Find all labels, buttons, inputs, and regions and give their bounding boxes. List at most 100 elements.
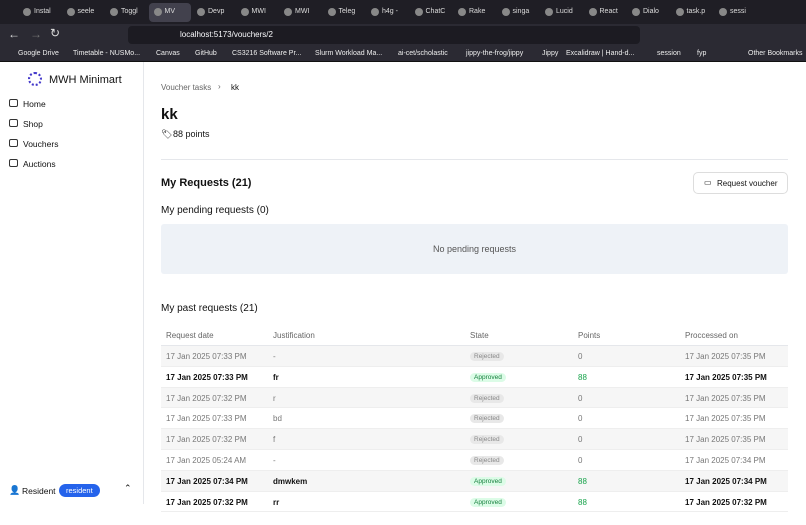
reload[interactable]: ↻ [50, 26, 61, 40]
table-cell: 0 [578, 393, 583, 403]
tab[interactable]: Devp [192, 3, 234, 22]
table-cell: f [273, 435, 276, 445]
pending-box: No pending requests [161, 224, 788, 274]
user-menu[interactable]: ⌃ [124, 483, 132, 493]
table-cell: 88 [578, 476, 587, 486]
bookmark[interactable]: ai-cet/scholastic [398, 50, 448, 57]
state-badge: Rejected [470, 435, 504, 445]
bookmark[interactable]: Jippy [542, 50, 559, 57]
table-cell: 88 [578, 497, 587, 507]
page: Instal seele Toggl MV Devp MWI MWI Teleg h4g - Ch… [0, 0, 806, 513]
state-badge: Rejected [470, 414, 504, 424]
tab[interactable]: Instal [18, 3, 60, 22]
table-cell: 17 Jan 2025 07:32 PM [685, 497, 767, 507]
url-field[interactable]: localhost:5173/vouchers/2 [128, 26, 640, 44]
tab-icon [675, 8, 684, 16]
tab[interactable]: h4g - [366, 3, 408, 22]
table-cell: 17 Jan 2025 07:34 PM [685, 476, 767, 486]
tab-icon [632, 8, 640, 16]
nav-item[interactable]: Vouchers [23, 139, 59, 149]
divider [161, 159, 788, 160]
url: localhost:5173/vouchers/2 [180, 30, 273, 39]
tab-icon [371, 8, 379, 16]
tab[interactable]: Teleg [323, 3, 365, 22]
table-cell: 17 Jan 2025 07:34 PM [166, 476, 248, 486]
table-cell: rr [273, 497, 280, 507]
pending-heading: My pending requests (0) [161, 205, 269, 216]
sidebar: MWH Minimart Home Shop Vouchers Auctions 👤 … [0, 62, 144, 504]
table-cell: 17 Jan 2025 07:35 PM [685, 393, 766, 403]
state-badge: Approved [470, 372, 506, 382]
tab[interactable]: React [584, 3, 626, 22]
back[interactable]: ← [8, 27, 20, 41]
table-cell: 17 Jan 2025 07:35 PM [685, 372, 767, 382]
tab-icon [719, 8, 727, 16]
table-cell: 17 Jan 2025 07:34 PM [685, 456, 766, 465]
button-icon: ▭ [704, 178, 712, 187]
bookmark[interactable]: session [657, 50, 681, 57]
bookmark[interactable]: Excalidraw | Hand-d... [566, 50, 635, 57]
tab[interactable]: MV [148, 3, 191, 22]
other-bookmarks[interactable]: Other Bookmarks [748, 50, 803, 57]
forward[interactable]: → [30, 27, 42, 41]
table-cell: 17 Jan 2025 07:32 PM [166, 435, 247, 445]
tab[interactable]: ChatC [410, 3, 452, 22]
tab[interactable]: seele [62, 3, 104, 22]
tab[interactable]: task.p [671, 3, 713, 22]
table-cell: r [273, 393, 276, 403]
logo [28, 72, 42, 86]
tab[interactable]: Toggl [105, 3, 147, 22]
bookmark[interactable]: CS3216 Software Pr... [232, 50, 302, 57]
bookmark[interactable]: Timetable - NUSMo... [73, 50, 141, 57]
nav-item[interactable]: Home [23, 99, 46, 109]
tab[interactable]: Dialo [627, 3, 669, 22]
column-header: Points [578, 331, 601, 340]
bookmark[interactable]: fyp [697, 50, 707, 57]
tab[interactable]: MWI [236, 3, 278, 22]
state-badge: Rejected [470, 393, 504, 403]
tab-icon [327, 8, 336, 16]
tab[interactable]: sessi [714, 3, 756, 22]
table-cell: 17 Jan 2025 07:33 PM [166, 352, 247, 361]
table-cell: 17 Jan 2025 05:24 AM [166, 456, 247, 465]
nav-icon [9, 99, 18, 107]
state-badge: Approved [470, 497, 506, 507]
past-table: Request date Justification State Points Proc… [161, 325, 788, 525]
table-cell: 17 Jan 2025 07:35 PM [685, 414, 766, 424]
tab-icon [240, 8, 249, 16]
tab[interactable]: Rake [453, 3, 495, 22]
bookmark[interactable]: Slurm Workload Ma... [315, 50, 383, 57]
tab-bar: Instal seele Toggl MV Devp MWI MWI Teleg h4g - Ch… [0, 0, 806, 24]
bookmark[interactable]: Canvas [156, 50, 180, 57]
nav-item[interactable]: Shop [23, 119, 43, 129]
breadcrumb-sep: › [218, 82, 221, 91]
tab-icon [458, 8, 466, 16]
breadcrumb-link[interactable]: Voucher tasks [161, 83, 212, 92]
table-cell: bd [273, 414, 282, 424]
past-heading: My past requests (21) [161, 303, 258, 314]
bookmark[interactable]: jippy-the-frog/jippy [466, 50, 524, 57]
tab[interactable]: Lucid [540, 3, 582, 22]
tab-icon [414, 8, 423, 16]
bookmark[interactable]: GitHub [195, 50, 217, 57]
nav-icon [9, 159, 18, 167]
table-cell: 17 Jan 2025 07:33 PM [166, 414, 247, 424]
tab-icon [501, 8, 510, 16]
header-rule [161, 345, 788, 346]
table-cell: dmwkem [273, 476, 308, 486]
table-cell: 17 Jan 2025 07:35 PM [685, 352, 766, 361]
brand: MWH Minimart [49, 74, 122, 86]
state-badge: Approved [470, 476, 506, 486]
main: Voucher tasks › kk kk 🏷 88 points My Req… [144, 62, 806, 513]
tab[interactable]: MWI [279, 3, 321, 22]
tab[interactable]: singa [497, 3, 539, 22]
bookmark[interactable]: Google Drive [18, 50, 59, 57]
request-button[interactable]: ▭ Request voucher [693, 172, 788, 194]
table-cell: 17 Jan 2025 07:32 PM [166, 497, 248, 507]
tab-icon [588, 8, 597, 16]
table-cell: - [273, 352, 276, 361]
table-cell: 17 Jan 2025 07:33 PM [166, 372, 248, 382]
nav-icon [9, 119, 18, 127]
points-icon: 🏷 [161, 129, 173, 139]
nav-item[interactable]: Auctions [23, 159, 56, 169]
